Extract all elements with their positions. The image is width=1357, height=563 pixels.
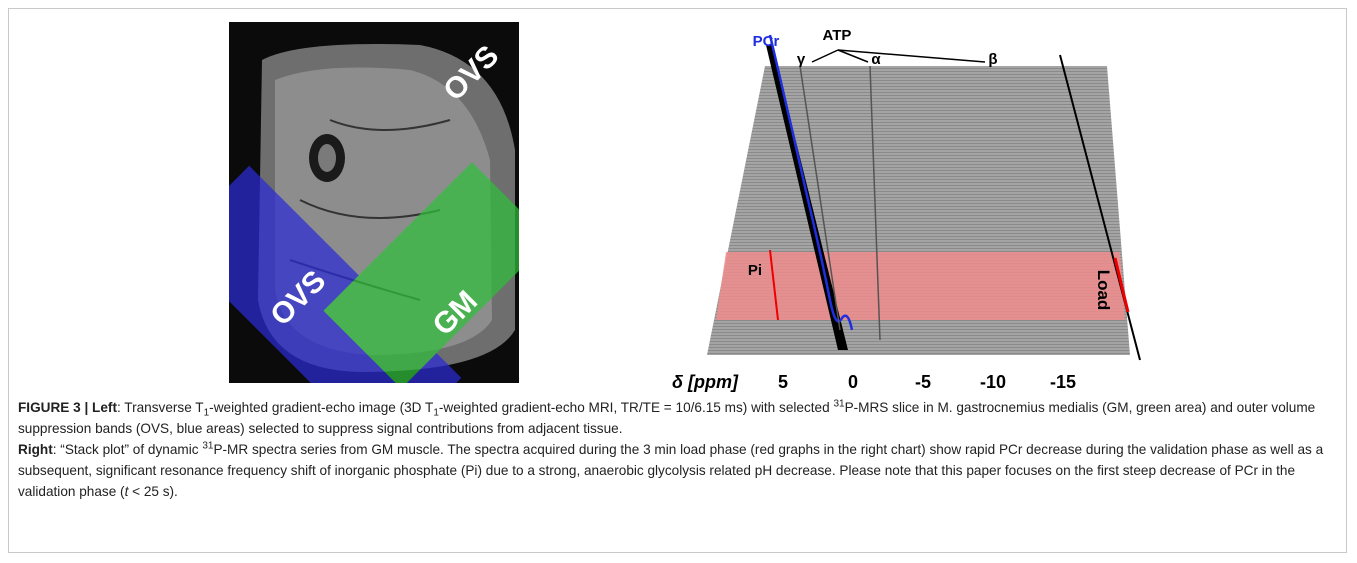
- caption-text: 1: [433, 407, 439, 419]
- mri-image: [229, 22, 519, 383]
- caption-text: 1: [203, 407, 210, 419]
- peak-label: PCr: [753, 33, 780, 50]
- figure: OVS OVS GM PCr ATP γ α β Pi Load δ [ppm]…: [229, 22, 1141, 392]
- peak-label: ATP: [823, 27, 852, 44]
- tick-label: -10: [980, 372, 1006, 392]
- tick-label: 0: [848, 372, 858, 392]
- caption-text: FIGURE 3 | Left: [18, 400, 117, 415]
- caption-text: t: [124, 484, 129, 499]
- peak-label: β: [988, 51, 997, 68]
- peak-label: Pi: [748, 262, 762, 279]
- axis-label: δ [ppm]: [672, 372, 739, 392]
- caption-text: P-MR spectra series from GM muscle. The …: [18, 442, 1324, 499]
- caption-text: : “Stack plot” of dynamic: [52, 442, 203, 457]
- caption-text: < 25 s).: [128, 484, 178, 499]
- caption-text: P-MRS slice in M. gastrocnemius medialis…: [18, 400, 1316, 436]
- stack-plot: [707, 34, 1141, 361]
- caption-text: : Transverse T: [116, 400, 204, 415]
- caption: FIGURE 3 | Left: Transverse T1-weighted …: [18, 397, 1343, 502]
- caption-text: -weighted gradient-echo MRI, TR/TE = 10/…: [438, 400, 834, 415]
- caption-paragraph: Right: “Stack plot” of dynamic 31P-MR sp…: [18, 439, 1343, 502]
- tick-label: -5: [915, 372, 931, 392]
- caption-text: Right: [18, 442, 53, 457]
- axis-ticks: 5 0 -5 -10 -15: [778, 372, 1076, 392]
- figure-frame: [8, 8, 1347, 553]
- caption-text: -weighted gradient-echo image (3D T: [209, 400, 434, 415]
- tick-label: 5: [778, 372, 788, 392]
- caption-paragraph: FIGURE 3 | Left: Transverse T1-weighted …: [18, 397, 1343, 439]
- caption-text: 31: [833, 398, 845, 410]
- tick-label: -15: [1050, 372, 1076, 392]
- peak-label: α: [871, 51, 881, 68]
- caption-text: 31: [202, 440, 214, 452]
- phase-label: Load: [1094, 270, 1113, 311]
- peak-label: γ: [797, 51, 806, 68]
